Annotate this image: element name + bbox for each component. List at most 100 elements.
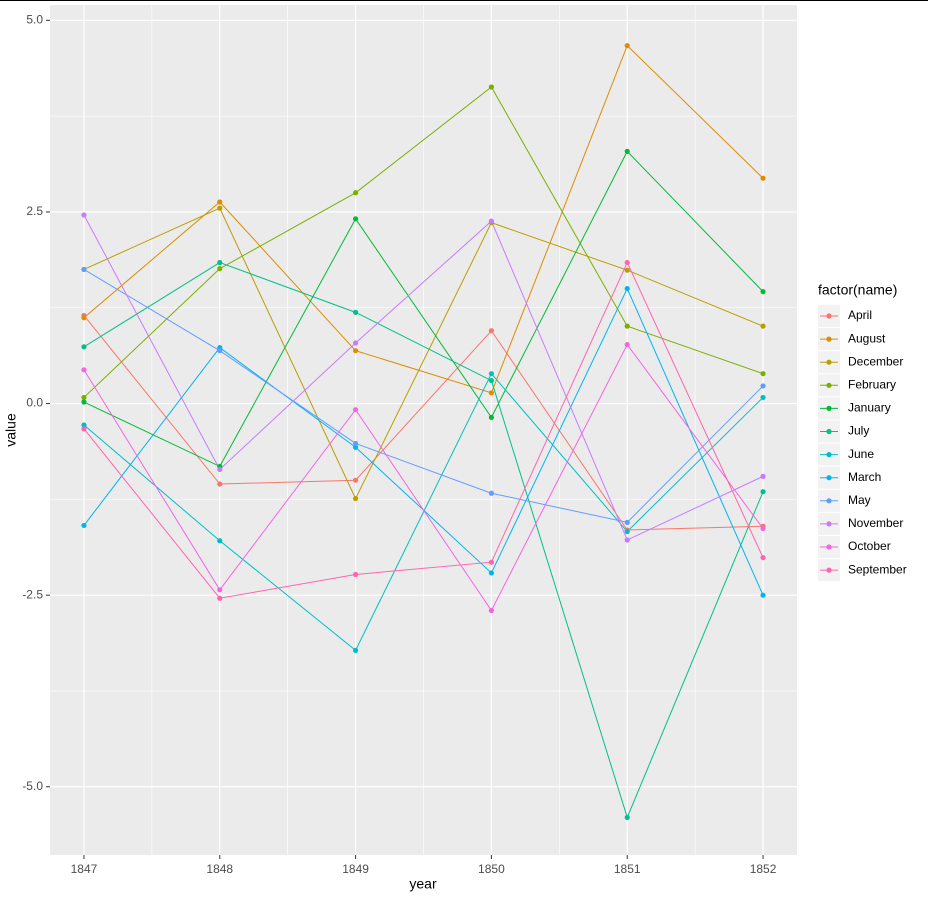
data-point — [352, 190, 359, 196]
series-line — [83, 150, 764, 468]
data-point — [352, 407, 359, 413]
legend-point — [826, 336, 832, 342]
data-point — [81, 422, 87, 428]
data-point — [760, 289, 766, 295]
data-point — [217, 481, 223, 487]
series-line — [83, 372, 764, 652]
data-point — [352, 348, 359, 354]
data-point — [760, 371, 766, 377]
legend-label: December — [848, 354, 903, 368]
series-line — [83, 343, 764, 612]
legend-label: July — [848, 424, 869, 438]
data-point — [760, 383, 766, 389]
legend-point — [826, 452, 832, 458]
legend-label: January — [848, 401, 891, 415]
data-point — [81, 367, 87, 373]
data-point — [217, 259, 223, 266]
data-point — [352, 216, 359, 222]
legend-label: June — [848, 447, 874, 461]
data-point — [352, 647, 359, 653]
x-axis-title: year — [409, 876, 437, 892]
legend-point — [826, 313, 832, 319]
data-point — [488, 84, 495, 90]
data-point — [352, 571, 359, 578]
data-point — [624, 519, 630, 525]
data-point — [81, 522, 87, 529]
data-point — [488, 414, 495, 420]
legend-label: May — [848, 493, 871, 507]
legend-point — [826, 382, 832, 388]
data-point — [217, 587, 223, 593]
data-point — [760, 323, 766, 329]
data-point — [624, 148, 630, 154]
series-line — [83, 86, 764, 398]
data-point — [81, 266, 87, 273]
legend-point — [826, 405, 832, 411]
data-point — [760, 175, 766, 181]
data-point — [624, 285, 630, 292]
data-point — [488, 559, 495, 565]
legend-point — [826, 428, 832, 435]
data-point — [488, 218, 495, 224]
data-point — [352, 440, 359, 447]
y-tick-label: 5.0 — [26, 13, 43, 27]
data-point — [624, 528, 630, 535]
legend-point — [826, 544, 832, 550]
y-tick-label: -5.0 — [22, 779, 43, 793]
data-point — [624, 537, 630, 543]
series-line — [83, 261, 764, 819]
data-point — [81, 315, 87, 321]
x-tick-label: 1848 — [206, 862, 233, 876]
legend-point — [826, 567, 832, 573]
data-point — [488, 607, 495, 614]
data-point — [352, 340, 359, 346]
data-point — [624, 814, 630, 821]
x-tick-label: 1849 — [342, 862, 369, 876]
legend-label: October — [848, 539, 891, 553]
data-point — [217, 466, 223, 473]
data-point — [488, 390, 495, 396]
data-point — [352, 477, 359, 483]
legend-label: February — [848, 377, 896, 391]
data-point — [760, 394, 766, 401]
data-point — [217, 266, 223, 272]
data-point — [624, 267, 630, 273]
series-line — [83, 207, 764, 500]
series-line — [83, 261, 764, 599]
data-point — [624, 341, 630, 348]
data-point — [217, 348, 223, 354]
data-point — [352, 309, 359, 315]
data-point — [624, 323, 630, 329]
data-point — [81, 399, 87, 405]
data-point — [488, 570, 495, 576]
data-point — [760, 592, 766, 598]
series-line — [83, 268, 764, 523]
x-tick-label: 1851 — [614, 862, 641, 876]
data-point — [217, 199, 223, 205]
y-tick-label: 2.5 — [26, 204, 43, 218]
legend-point — [826, 521, 832, 527]
series-line — [83, 214, 764, 541]
data-point — [352, 444, 359, 450]
legend-label: September — [848, 562, 907, 576]
x-tick-label: 1852 — [750, 862, 777, 876]
legend-label: August — [848, 331, 886, 345]
data-point — [624, 259, 630, 266]
series-line — [83, 44, 764, 394]
data-point — [81, 344, 87, 350]
y-axis-title: value — [3, 413, 19, 447]
data-point — [217, 538, 223, 544]
data-point — [488, 328, 495, 334]
data-point — [488, 490, 495, 496]
data-point — [760, 473, 766, 479]
legend-point — [826, 359, 832, 365]
data-point — [217, 595, 223, 601]
data-point — [760, 555, 766, 561]
data-point — [488, 371, 495, 377]
legend-point — [826, 475, 832, 481]
y-tick-label: -2.5 — [22, 587, 43, 601]
data-point — [352, 495, 359, 502]
legend-point — [826, 498, 832, 504]
y-tick-label: 0.0 — [26, 396, 43, 410]
